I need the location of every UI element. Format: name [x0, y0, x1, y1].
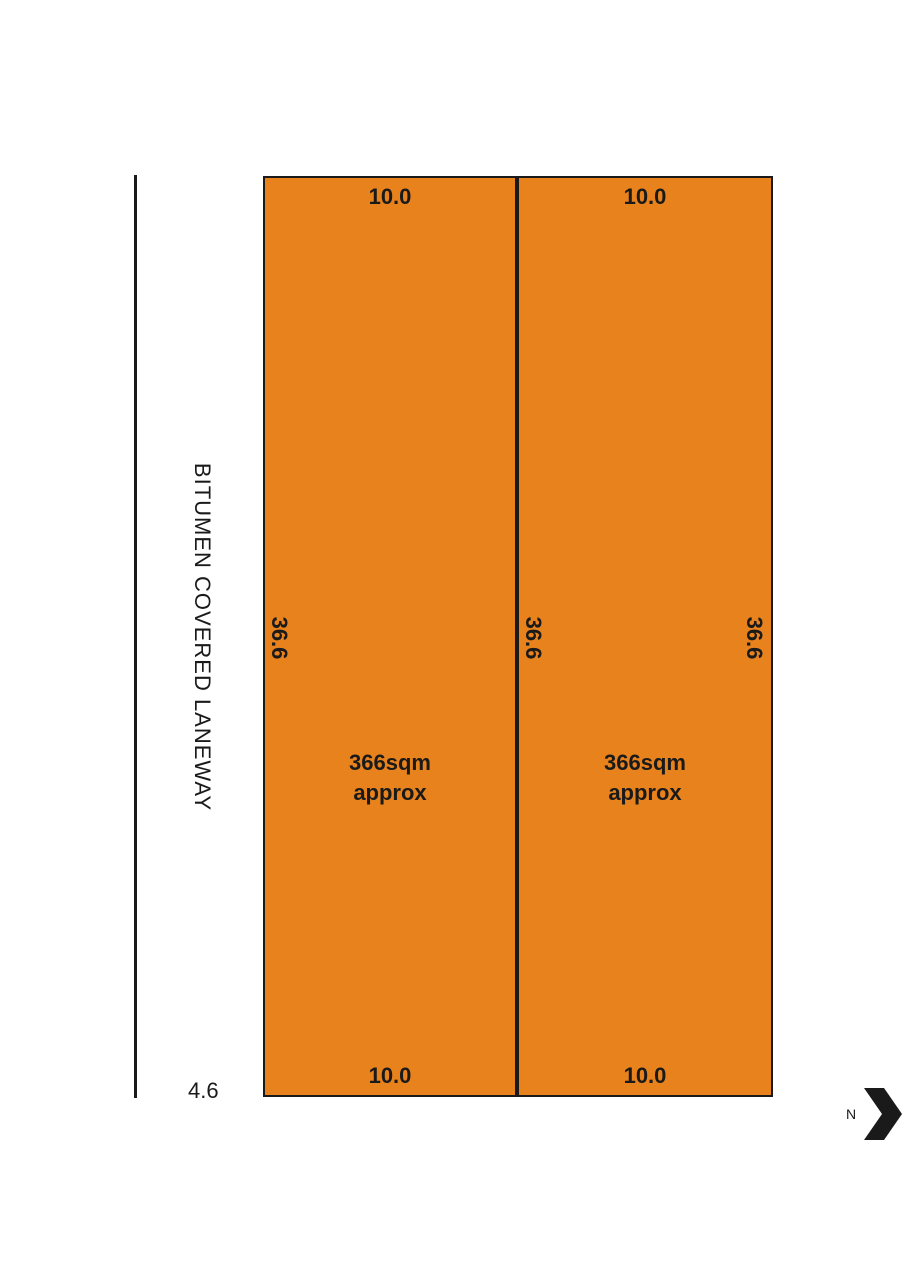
laneway-width: 4.6: [188, 1078, 219, 1103]
lot-1: 10.0 36.6 366sqm approx 10.0: [263, 176, 517, 1097]
north-arrow-icon: [864, 1088, 902, 1140]
lot-2-right-side-dimension: 36.6: [742, 616, 767, 660]
lot-1-top-dimension: 10.0: [368, 184, 412, 209]
lot-2-area-value: 366sqm: [604, 750, 686, 775]
laneway-boundary-line: [134, 175, 137, 1098]
laneway-label: BITUMEN COVERED LANEWAY: [190, 462, 215, 812]
lot-1-side-dimension: 36.6: [267, 616, 292, 660]
north-indicator: N: [846, 1086, 906, 1142]
lot-2: 10.0 36.6 36.6 366sqm approx 10.0: [517, 176, 773, 1097]
north-letter: N: [846, 1106, 857, 1122]
lot-1-area: 366sqm approx: [265, 748, 515, 808]
lot-2-left-side-dimension: 36.6: [521, 616, 546, 660]
lot-2-bottom-dimension: 10.0: [623, 1063, 667, 1088]
lot-2-area-qualifier: approx: [608, 780, 682, 805]
lot-2-top-dimension: 10.0: [623, 184, 667, 209]
lot-2-area: 366sqm approx: [519, 748, 771, 808]
lot-1-bottom-dimension: 10.0: [368, 1063, 412, 1088]
lot-1-area-qualifier: approx: [353, 780, 427, 805]
lot-1-area-value: 366sqm: [349, 750, 431, 775]
